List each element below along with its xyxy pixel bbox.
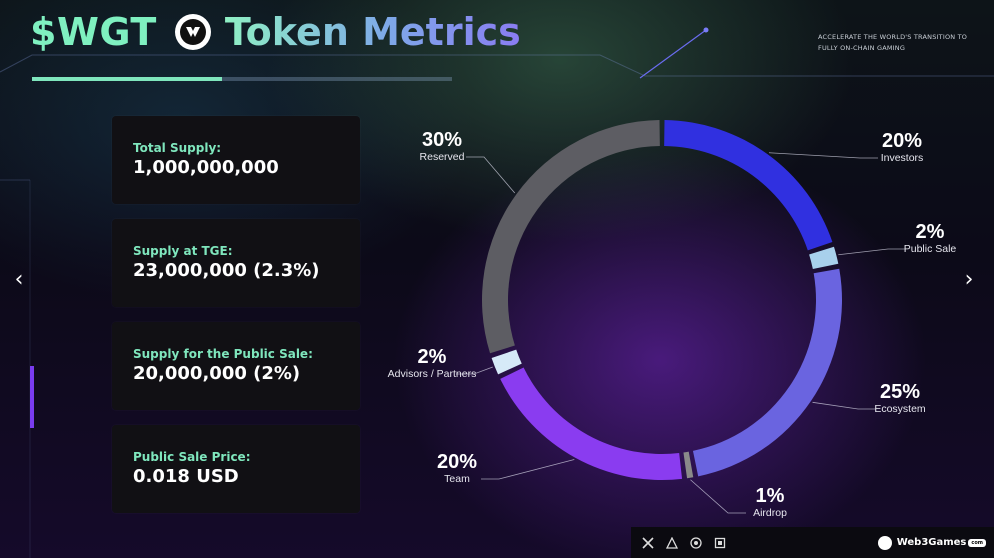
stat-label: Public Sale Price:	[133, 450, 251, 464]
slice-category-label: Advisors / Partners	[388, 368, 477, 380]
slice-percent-label: 20%	[882, 130, 922, 152]
stat-card-public-sale-price: Public Sale Price: 0.018 USD	[112, 425, 360, 513]
leader-line	[481, 459, 575, 480]
brand-logo: Web3Games com	[877, 535, 986, 550]
tagline: ACCELERATE THE WORLD'S TRANSITION TO FUL…	[818, 33, 968, 52]
next-slide-button[interactable]: ›	[960, 266, 978, 292]
leader-line	[838, 248, 906, 256]
page-title: $WGT Token Metrics	[30, 8, 521, 56]
stat-label: Supply for the Public Sale:	[133, 347, 313, 361]
page-heading: Token Metrics	[224, 10, 521, 54]
medium-icon[interactable]	[713, 536, 727, 550]
stat-label: Total Supply:	[133, 141, 222, 155]
slice-percent-label: 20%	[437, 451, 477, 473]
slice-percent-label: 1%	[756, 485, 785, 507]
stat-value: 0.018 USD	[133, 466, 239, 487]
leader-line	[690, 479, 746, 514]
donut-slice-team	[500, 367, 683, 481]
footer-bar: Web3Games com	[631, 527, 994, 558]
stat-card-public-sale-supply: Supply for the Public Sale: 20,000,000 (…	[112, 322, 360, 410]
slice-category-label: Ecosystem	[874, 403, 926, 415]
discord-icon[interactable]	[665, 536, 679, 550]
leader-line	[456, 366, 493, 375]
stat-value: 23,000,000 (2.3%)	[133, 260, 320, 281]
slice-category-label: Public Sale	[904, 243, 957, 255]
slice-category-label: Investors	[881, 152, 924, 164]
stat-label: Supply at TGE:	[133, 244, 233, 258]
donut-slice-airdrop	[683, 451, 694, 479]
leader-line	[768, 152, 878, 159]
slice-category-label: Airdrop	[753, 507, 787, 519]
token-ticker: $WGT	[30, 10, 157, 54]
web3games-mark-icon	[877, 535, 892, 550]
brand-name: Web3Games	[896, 537, 967, 548]
telegram-icon[interactable]	[689, 536, 703, 550]
leader-line	[812, 401, 876, 410]
slice-percent-label: 25%	[880, 381, 920, 403]
brand-suffix: com	[968, 538, 986, 547]
stat-value: 20,000,000 (2%)	[133, 363, 301, 384]
accent-bar	[30, 366, 34, 428]
chevron-right-icon: ›	[964, 266, 974, 292]
donut-slice-public-sale	[809, 246, 839, 270]
stat-card-total-supply: Total Supply: 1,000,000,000	[112, 116, 360, 204]
x-icon[interactable]	[641, 536, 655, 550]
donut-slice-ecosystem	[692, 268, 842, 477]
slice-percent-label: 2%	[916, 221, 945, 243]
donut-slice-advisors-partners	[491, 349, 522, 375]
leader-line	[466, 156, 516, 194]
prev-slide-button[interactable]: ‹	[10, 266, 28, 292]
slice-percent-label: 2%	[418, 346, 447, 368]
slice-percent-label: 30%	[422, 129, 462, 151]
chevron-left-icon: ‹	[14, 266, 24, 292]
donut-slice-investors	[664, 120, 833, 251]
slice-category-label: Team	[444, 473, 470, 485]
donut-slice-reserved	[482, 120, 660, 354]
stat-value: 1,000,000,000	[133, 157, 279, 178]
slice-category-label: Reserved	[420, 151, 465, 163]
stat-card-supply-at-tge: Supply at TGE: 23,000,000 (2.3%)	[112, 219, 360, 307]
web3games-logo-icon	[174, 14, 211, 50]
